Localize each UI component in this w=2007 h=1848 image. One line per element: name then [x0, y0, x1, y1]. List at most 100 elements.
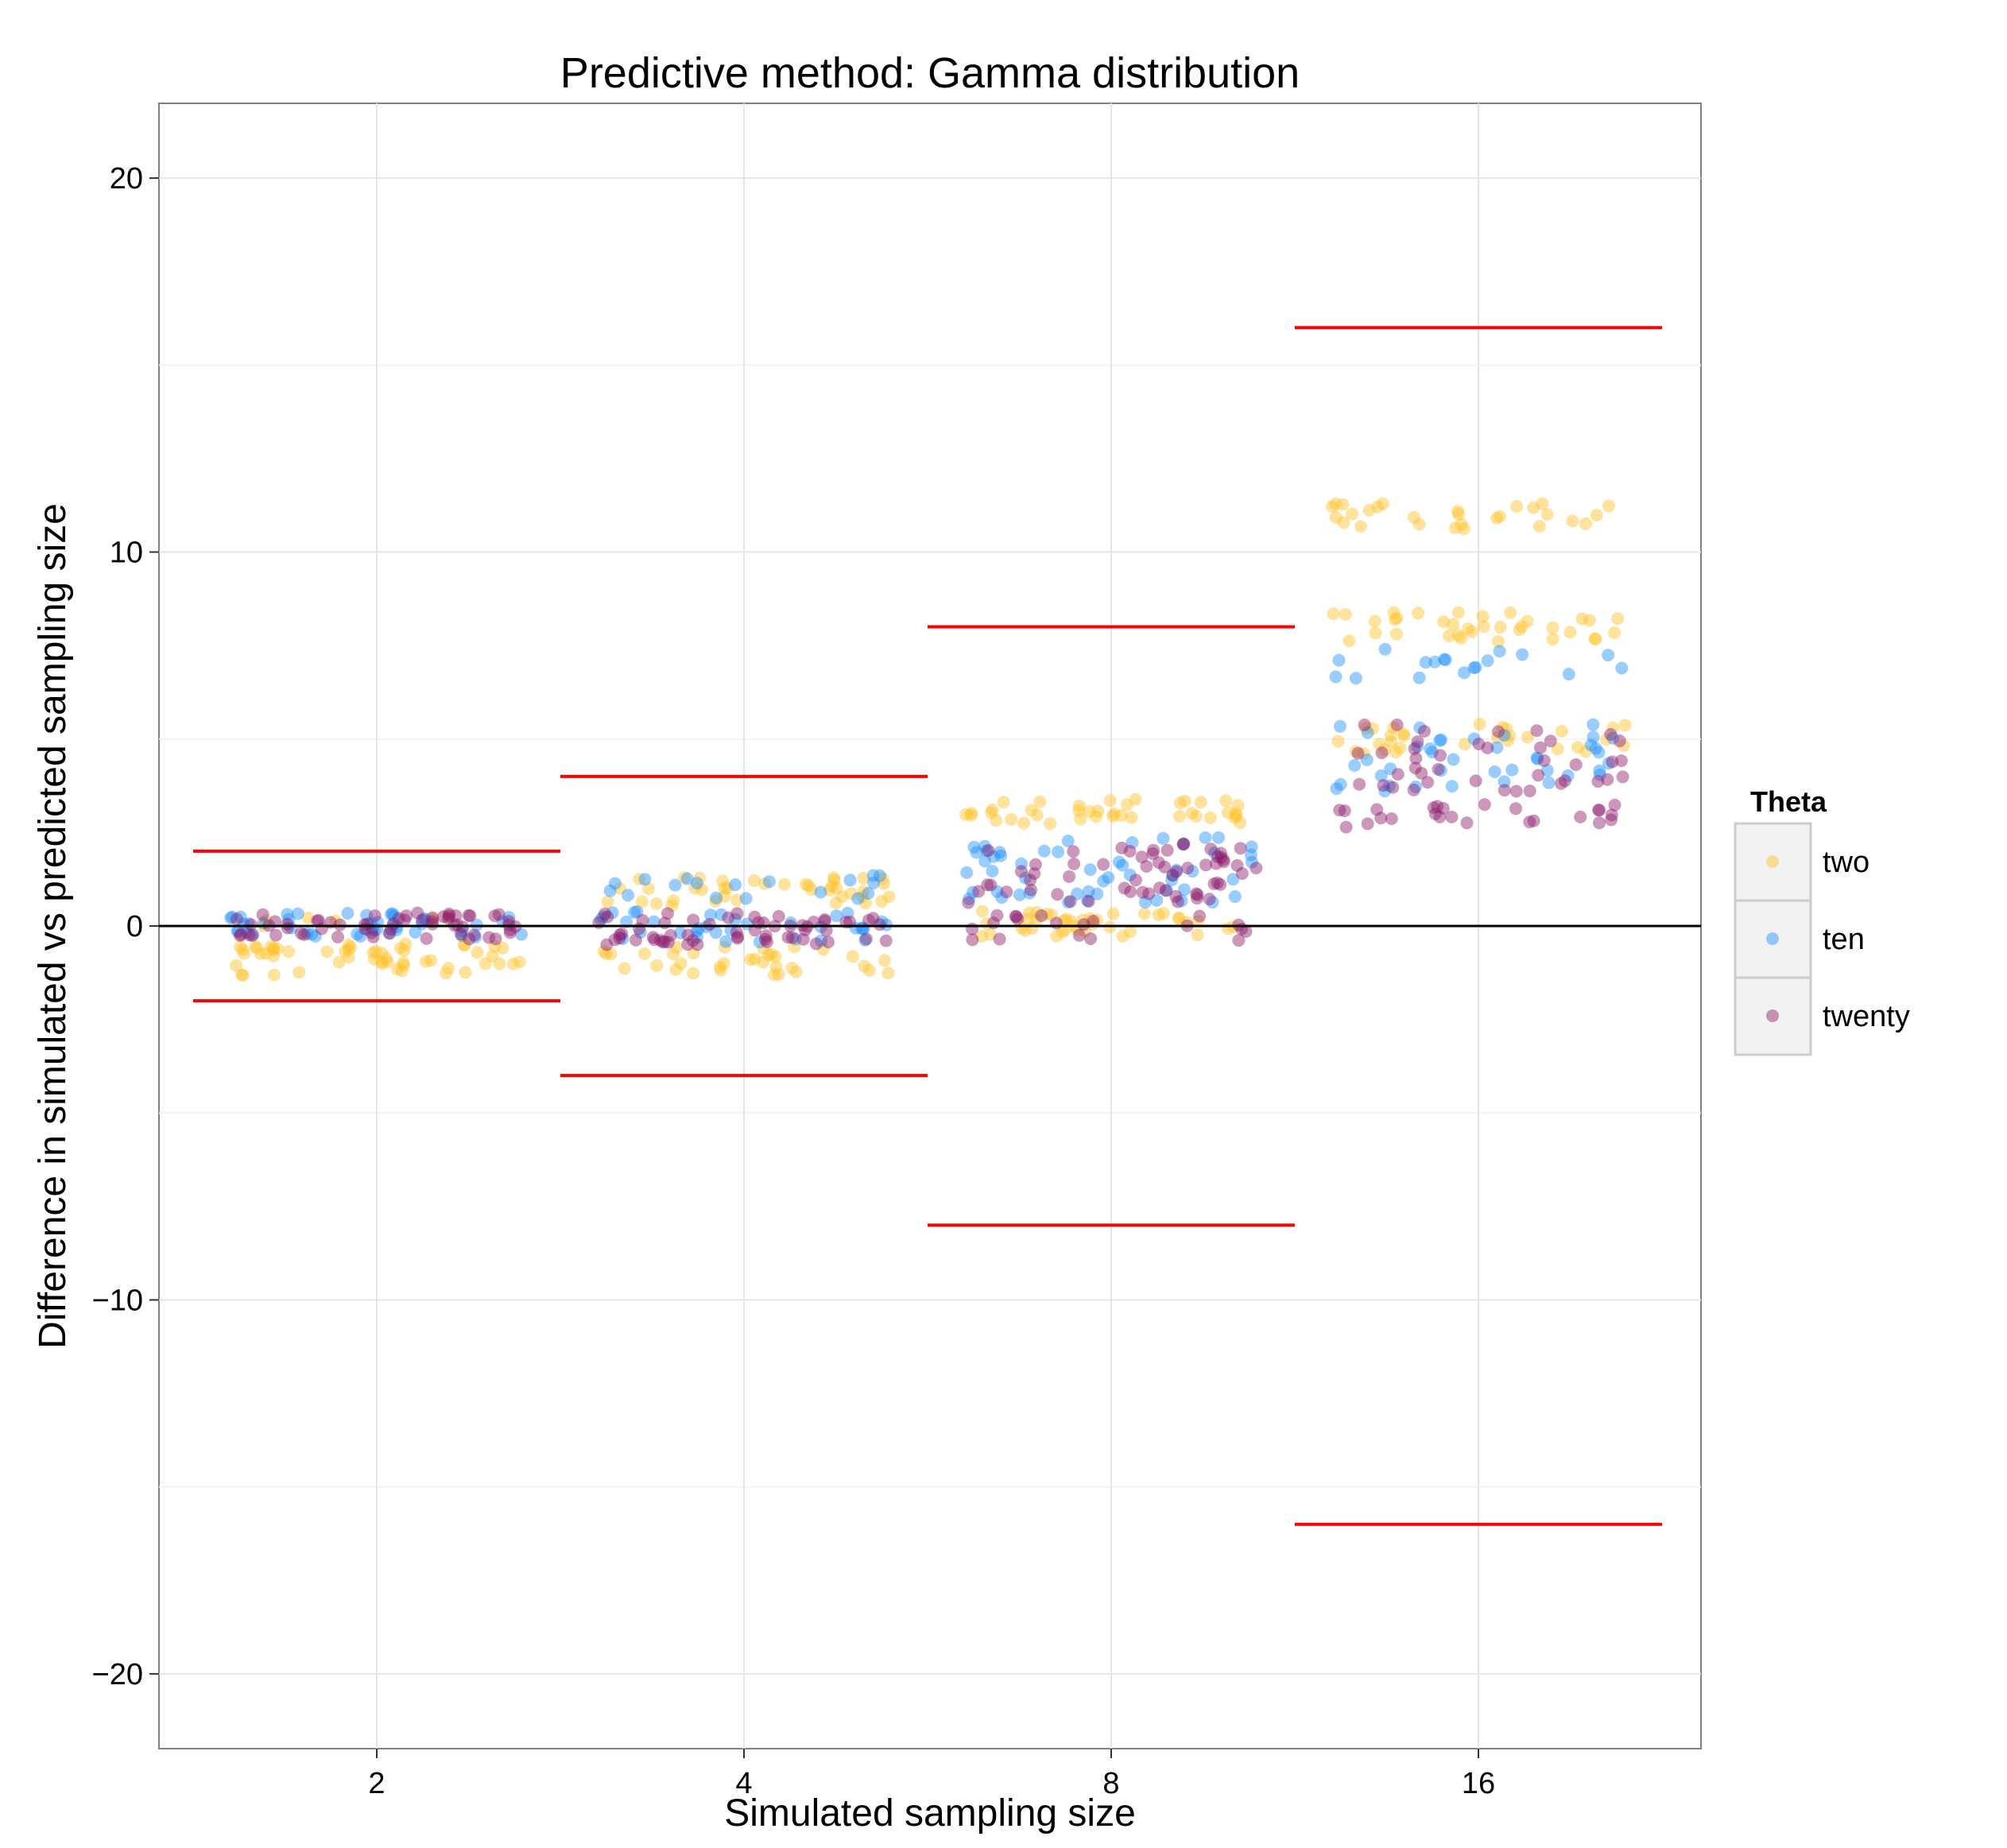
point-ten [1409, 780, 1422, 793]
point-ten [1419, 656, 1432, 669]
point-ten [967, 885, 980, 899]
point-twenty [1051, 888, 1064, 901]
point-two [254, 947, 267, 960]
point-twenty [730, 925, 743, 939]
point-two [1491, 635, 1505, 649]
point-twenty [1082, 895, 1095, 908]
point-two [1194, 796, 1207, 809]
legend-key-ten [1766, 932, 1779, 945]
point-two [827, 874, 841, 887]
point-two [1137, 907, 1151, 920]
point-two [1510, 500, 1524, 513]
point-twenty [1191, 892, 1203, 905]
point-two [633, 873, 646, 886]
point-two [1106, 907, 1120, 920]
point-two [1476, 610, 1490, 623]
point-twenty [1527, 814, 1540, 827]
point-two [493, 957, 506, 970]
point-two [1546, 633, 1559, 646]
point-twenty [1478, 798, 1491, 812]
legend-key-two [1766, 855, 1779, 868]
point-two [695, 883, 709, 897]
point-two [1579, 517, 1592, 530]
point-two [367, 952, 381, 966]
point-twenty [972, 885, 986, 898]
point-ten [1208, 846, 1222, 859]
point-twenty [818, 914, 831, 928]
legend-keys: two ten twenty [1734, 822, 1910, 1056]
point-two [1521, 614, 1534, 628]
y-tick-label: 20 [110, 162, 143, 196]
point-two [757, 942, 770, 955]
point-ten [1091, 887, 1104, 901]
point-twenty [242, 928, 256, 942]
point-two [1397, 729, 1411, 742]
point-twenty [1333, 804, 1346, 817]
point-two [267, 941, 281, 955]
point-two [604, 947, 618, 961]
point-twenty [366, 930, 380, 943]
point-twenty [1160, 843, 1174, 857]
point-twenty [436, 910, 450, 924]
point-two [857, 871, 870, 885]
point-twenty [691, 938, 704, 951]
point-twenty [1472, 738, 1486, 751]
point-twenty [1377, 779, 1390, 792]
point-two [374, 955, 388, 968]
point-twenty [1338, 804, 1351, 818]
point-ten [1587, 718, 1600, 731]
point-two [758, 877, 772, 890]
point-twenty [781, 931, 795, 944]
point-two [1536, 497, 1549, 510]
point-ten [596, 910, 610, 924]
point-two [488, 939, 502, 953]
point-twenty [748, 910, 761, 924]
point-two [496, 941, 509, 955]
point-two [718, 889, 731, 903]
point-ten [1498, 729, 1511, 742]
point-twenty [1523, 816, 1536, 829]
point-ten [1082, 885, 1095, 898]
point-twenty [772, 909, 785, 923]
point-ten [1071, 887, 1084, 901]
point-twenty [1147, 843, 1160, 857]
point-twenty [785, 931, 799, 944]
point-two [424, 954, 438, 967]
point-twenty [1415, 766, 1428, 780]
point-ten [622, 889, 635, 902]
legend-key-box [1734, 822, 1812, 902]
point-twenty [269, 928, 282, 942]
point-two [1451, 629, 1465, 642]
point-twenty [1385, 812, 1398, 825]
point-twenty [796, 932, 810, 946]
point-two [858, 959, 871, 973]
point-twenty [601, 910, 614, 924]
x-tick-label: 2 [368, 1767, 385, 1800]
point-twenty [633, 922, 645, 936]
point-two [748, 952, 761, 966]
point-twenty [1123, 844, 1137, 858]
point-two [965, 807, 978, 820]
point-ten [409, 925, 422, 939]
point-two [1029, 914, 1043, 928]
point-twenty [442, 907, 455, 920]
point-two [1521, 730, 1534, 744]
point-twenty [664, 928, 677, 942]
point-two [1617, 739, 1630, 753]
point-two [1091, 804, 1105, 818]
point-ten [986, 865, 999, 878]
point-ten [867, 876, 881, 889]
point-ten [1023, 886, 1036, 900]
point-twenty [443, 909, 456, 923]
point-two [635, 895, 649, 909]
point-two [1091, 913, 1104, 927]
point-ten [1112, 855, 1126, 869]
point-ten [715, 908, 728, 921]
point-ten [980, 844, 994, 858]
point-ten [1165, 874, 1179, 886]
point-two [1504, 606, 1517, 619]
point-two [1083, 804, 1096, 818]
point-ten [1488, 765, 1501, 778]
point-ten [1498, 775, 1511, 788]
point-ten [469, 930, 482, 943]
